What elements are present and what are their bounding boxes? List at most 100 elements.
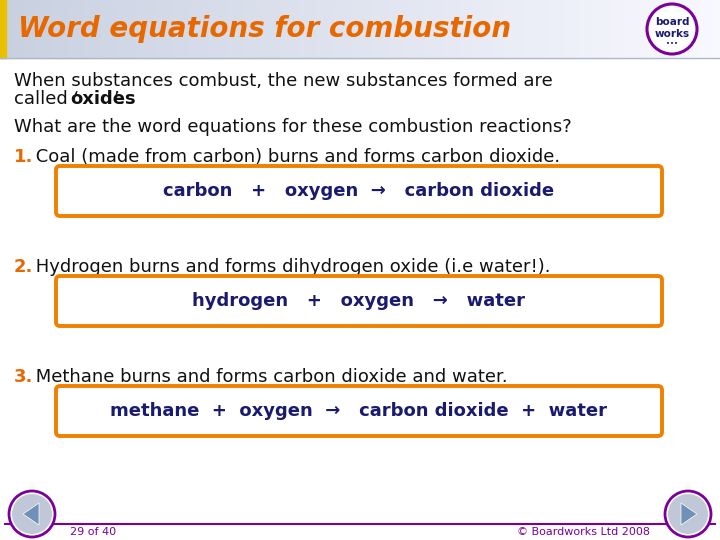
Bar: [182, 0, 186, 58]
Bar: [81, 0, 85, 58]
Bar: [708, 0, 711, 58]
Bar: [300, 0, 303, 58]
Bar: [430, 0, 433, 58]
Bar: [312, 0, 315, 58]
Bar: [158, 0, 162, 58]
Bar: [540, 0, 544, 58]
Bar: [684, 0, 688, 58]
Bar: [194, 0, 198, 58]
Bar: [329, 0, 332, 58]
Bar: [470, 0, 474, 58]
Bar: [641, 0, 644, 58]
Bar: [204, 0, 207, 58]
Bar: [423, 0, 426, 58]
Bar: [425, 0, 428, 58]
Circle shape: [9, 491, 55, 537]
Bar: [74, 0, 78, 58]
Bar: [178, 0, 181, 58]
Bar: [202, 0, 205, 58]
Bar: [365, 0, 368, 58]
Bar: [127, 0, 130, 58]
Bar: [261, 0, 265, 58]
Bar: [614, 0, 618, 58]
Bar: [132, 0, 135, 58]
Bar: [593, 0, 596, 58]
Text: Coal (made from carbon) burns and forms carbon dioxide.: Coal (made from carbon) burns and forms …: [30, 148, 560, 166]
Bar: [677, 0, 680, 58]
Bar: [631, 0, 634, 58]
Circle shape: [665, 491, 711, 537]
Bar: [547, 0, 551, 58]
Bar: [459, 0, 462, 58]
Bar: [86, 0, 90, 58]
Bar: [175, 0, 179, 58]
Bar: [235, 0, 238, 58]
Bar: [526, 0, 529, 58]
Text: ’.: ’.: [113, 90, 125, 108]
Bar: [682, 0, 685, 58]
Bar: [108, 0, 112, 58]
Bar: [326, 0, 330, 58]
Bar: [492, 0, 495, 58]
Bar: [99, 0, 102, 58]
Bar: [55, 0, 58, 58]
Bar: [715, 0, 719, 58]
Bar: [146, 0, 150, 58]
FancyBboxPatch shape: [56, 276, 662, 326]
Bar: [125, 0, 128, 58]
Bar: [34, 0, 37, 58]
Bar: [408, 0, 411, 58]
Bar: [391, 0, 395, 58]
Bar: [523, 0, 526, 58]
Bar: [444, 0, 447, 58]
Bar: [456, 0, 459, 58]
Bar: [667, 0, 670, 58]
Text: When substances combust, the new substances formed are: When substances combust, the new substan…: [14, 72, 553, 90]
Bar: [199, 0, 202, 58]
Bar: [9, 0, 13, 58]
Bar: [228, 0, 231, 58]
Bar: [65, 0, 68, 58]
Bar: [358, 0, 361, 58]
Bar: [254, 0, 258, 58]
Bar: [701, 0, 704, 58]
Bar: [634, 0, 637, 58]
Bar: [394, 0, 397, 58]
Bar: [612, 0, 616, 58]
Bar: [554, 0, 558, 58]
Bar: [295, 0, 299, 58]
Bar: [578, 0, 582, 58]
Bar: [58, 0, 61, 58]
Bar: [41, 0, 44, 58]
Bar: [17, 0, 20, 58]
Bar: [711, 0, 714, 58]
Bar: [5, 0, 8, 58]
Bar: [70, 0, 73, 58]
Bar: [163, 0, 166, 58]
Bar: [343, 0, 346, 58]
Bar: [427, 0, 431, 58]
Bar: [353, 0, 356, 58]
Bar: [369, 0, 373, 58]
Bar: [168, 0, 171, 58]
Bar: [672, 0, 675, 58]
Bar: [271, 0, 274, 58]
Bar: [106, 0, 109, 58]
Bar: [538, 0, 541, 58]
Text: 1.: 1.: [14, 148, 33, 166]
Bar: [36, 0, 40, 58]
Bar: [583, 0, 587, 58]
Bar: [192, 0, 195, 58]
Bar: [0, 0, 6, 58]
Text: Word equations for combustion: Word equations for combustion: [18, 15, 511, 43]
Polygon shape: [681, 503, 697, 525]
Bar: [362, 0, 366, 58]
Bar: [307, 0, 310, 58]
Bar: [382, 0, 385, 58]
Bar: [552, 0, 555, 58]
Bar: [336, 0, 339, 58]
Bar: [171, 0, 174, 58]
Bar: [38, 0, 42, 58]
Bar: [0, 58, 720, 540]
Text: What are the word equations for these combustion reactions?: What are the word equations for these co…: [14, 118, 572, 136]
